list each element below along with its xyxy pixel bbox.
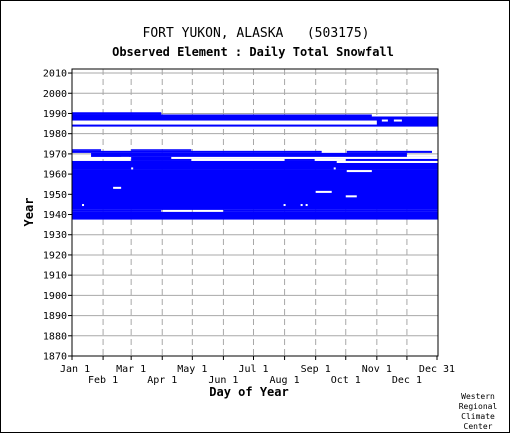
missing-data-block (82, 204, 85, 207)
snowfall-data-block (72, 150, 322, 153)
missing-data-block (191, 158, 285, 161)
x-axis-label: Day of Year (209, 385, 288, 399)
x-tick-label: Jul 1 (238, 364, 268, 375)
snowfall-data-block (72, 211, 438, 220)
x-tick-label: Dec 1 (392, 375, 422, 386)
credit-line: Climate (461, 412, 495, 421)
y-axis-label: Year (22, 198, 36, 227)
y-axis-ticks: 1870 1880 1890 1900 1910 1920 1930 1940 1950 1960… (43, 69, 72, 363)
missing-data-block (171, 156, 438, 159)
missing-data-block (345, 195, 357, 198)
x-tick-label: Jan 1 (60, 364, 90, 375)
y-tick-label: 1910 (43, 271, 67, 282)
y-tick-label: 1900 (43, 291, 67, 302)
x-tick-label: Sep 1 (301, 364, 331, 375)
missing-data-block (333, 167, 336, 170)
snowfall-data-block (72, 209, 162, 212)
snowfall-data-block (72, 160, 438, 170)
y-tick-label: 1880 (43, 331, 67, 342)
chart-subtitle: Observed Element : Daily Total Snowfall (112, 45, 394, 59)
snowfall-data-block (131, 149, 192, 151)
data-layer (72, 112, 439, 220)
x-tick-label: Jun 1 (208, 375, 238, 386)
missing-data-block (121, 156, 130, 159)
y-tick-label: 2010 (43, 69, 67, 80)
snowfall-data-block (346, 150, 432, 153)
missing-data-block (131, 167, 134, 170)
plot-area-border (71, 68, 439, 357)
missing-data-block (113, 186, 122, 189)
y-tick-label: 1960 (43, 170, 67, 181)
missing-data-layer (72, 119, 438, 207)
y-tick-label: 1940 (43, 210, 67, 221)
missing-data-block (283, 204, 286, 207)
x-tick-label: Aug 1 (270, 375, 300, 386)
credit-line: Western (461, 392, 495, 401)
snowfall-data-block (223, 209, 438, 212)
x-tick-label: Feb 1 (88, 375, 118, 386)
y-tick-label: 1950 (43, 190, 67, 201)
y-tick-label: 1920 (43, 250, 67, 261)
y-tick-label: 1990 (43, 109, 67, 120)
x-tick-label: Oct 1 (331, 375, 361, 386)
missing-data-block (381, 119, 388, 122)
missing-data-block (393, 119, 402, 122)
y-tick-label: 1970 (43, 149, 67, 160)
y-tick-label: 2000 (43, 89, 67, 100)
y-tick-label: 1890 (43, 311, 67, 322)
chart-title: FORT YUKON, ALASKA (503175) (143, 26, 370, 41)
snowfall-data-block (91, 152, 407, 157)
snowfall-data-block (72, 114, 372, 117)
x-tick-label: Mar 1 (116, 364, 146, 375)
x-tick-label: May 1 (177, 364, 207, 375)
credit-line: Regional (459, 402, 498, 411)
missing-data-block (72, 120, 377, 125)
x-tick-label: Nov 1 (362, 364, 392, 375)
missing-data-block (314, 158, 346, 161)
credit-block: Western Regional Climate Center (459, 392, 498, 431)
snowfall-data-block (72, 169, 438, 210)
missing-data-block (346, 170, 372, 173)
x-tick-label: Apr 1 (147, 375, 177, 386)
missing-data-block (336, 160, 438, 163)
missing-data-block (305, 204, 308, 207)
missing-data-block (315, 190, 332, 193)
credit-line: Center (464, 422, 493, 431)
snowfall-data-block (72, 112, 162, 115)
y-tick-label: 1870 (43, 352, 67, 363)
snowfall-data-block (72, 149, 102, 151)
y-tick-label: 1930 (43, 230, 67, 241)
x-tick-label: Dec 31 (419, 364, 455, 375)
y-tick-label: 1980 (43, 129, 67, 140)
missing-data-block (300, 204, 303, 207)
